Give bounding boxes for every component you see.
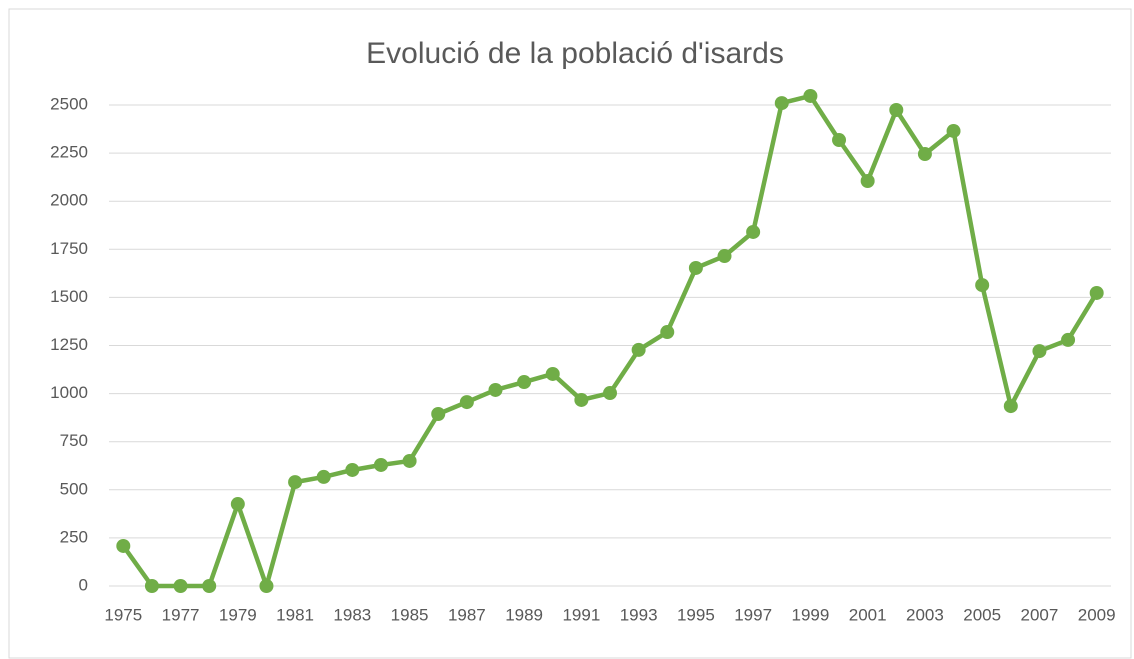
y-tick-label: 1000 <box>50 383 88 402</box>
data-point <box>202 579 217 593</box>
x-tick-label: 2007 <box>1021 605 1059 624</box>
y-tick-label: 2250 <box>50 143 88 162</box>
data-point <box>288 475 303 490</box>
data-point <box>746 224 761 239</box>
data-point <box>345 462 360 477</box>
chart-title: Evolució de la població d'isards <box>366 37 784 70</box>
data-point <box>975 278 990 293</box>
y-tick-label: 1750 <box>50 239 88 258</box>
x-tick-label: 1981 <box>276 605 314 624</box>
x-tick-label: 2005 <box>963 605 1001 624</box>
data-point <box>316 469 331 484</box>
data-point <box>373 457 388 472</box>
data-point <box>1003 399 1018 414</box>
data-point <box>517 375 532 390</box>
data-point <box>917 147 932 162</box>
x-tick-label: 1977 <box>162 605 200 624</box>
data-point <box>402 453 417 468</box>
data-point <box>660 325 675 340</box>
x-tick-label: 2003 <box>906 605 944 624</box>
chart-frame <box>8 8 1132 659</box>
data-point <box>774 96 789 111</box>
data-point <box>631 342 646 357</box>
data-point <box>688 260 703 275</box>
data-point <box>116 538 131 553</box>
y-tick-label: 250 <box>60 527 88 546</box>
data-point <box>603 386 617 401</box>
data-point <box>259 579 274 593</box>
data-point <box>574 392 589 407</box>
data-point <box>946 123 961 138</box>
data-point <box>230 497 245 512</box>
data-point <box>860 173 875 188</box>
data-point <box>545 366 560 381</box>
x-tick-label: 1991 <box>562 605 600 624</box>
x-tick-label: 1997 <box>734 605 772 624</box>
data-point <box>889 103 904 118</box>
data-point <box>459 395 474 410</box>
data-point <box>488 382 503 397</box>
x-tick-label: 1989 <box>505 605 543 624</box>
x-tick-label: 1993 <box>620 605 658 624</box>
x-tick-label: 1995 <box>677 605 715 624</box>
data-point <box>431 406 446 421</box>
y-tick-label: 1500 <box>50 287 88 306</box>
data-point <box>717 249 732 264</box>
y-tick-label: 2000 <box>50 191 88 210</box>
x-tick-label: 1985 <box>391 605 429 624</box>
data-point <box>1032 344 1047 359</box>
data-point <box>803 88 818 103</box>
y-tick-label: 500 <box>60 479 88 498</box>
x-tick-label: 1983 <box>333 605 371 624</box>
x-tick-label: 1975 <box>104 605 142 624</box>
y-tick-label: 1250 <box>50 335 88 354</box>
x-tick-label: 1987 <box>448 605 486 624</box>
x-tick-label: 2001 <box>849 605 887 624</box>
data-point <box>832 133 847 148</box>
y-tick-label: 2500 <box>50 94 88 113</box>
x-tick-label: 2009 <box>1078 605 1116 624</box>
x-tick-label: 1999 <box>791 605 829 624</box>
y-tick-label: 0 <box>79 575 88 594</box>
data-point <box>144 579 159 593</box>
data-point <box>1089 285 1104 300</box>
data-point <box>173 579 188 593</box>
data-point <box>1061 332 1076 347</box>
x-tick-label: 1979 <box>219 605 257 624</box>
y-tick-label: 750 <box>60 431 88 450</box>
